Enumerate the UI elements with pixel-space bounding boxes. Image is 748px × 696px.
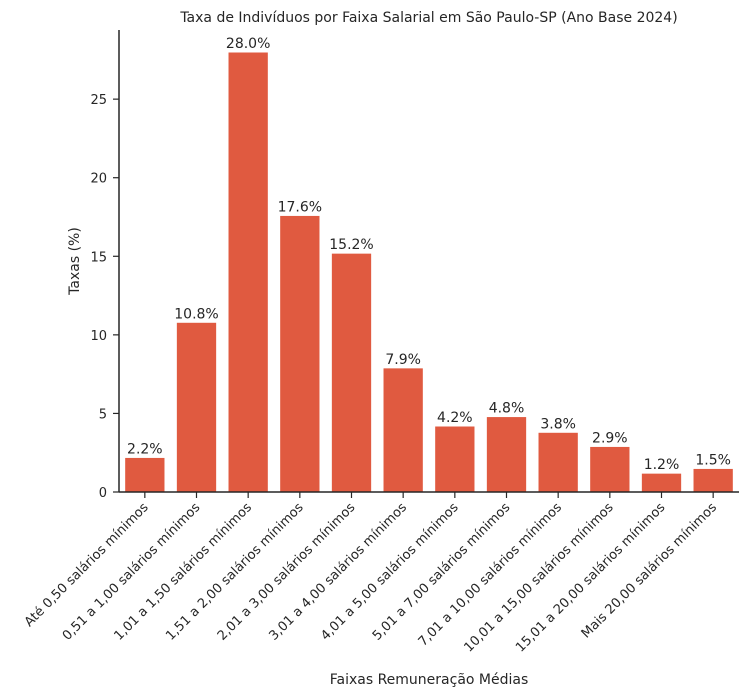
data-label-12: 1.5% [695,452,731,468]
bar-6 [382,367,424,493]
bar-7 [434,425,476,493]
bars-group [124,51,734,493]
data-label-11: 1.2% [644,457,680,473]
data-label-5: 15.2% [329,237,373,253]
bar-4 [279,214,321,493]
y-tick-label-2: 10 [90,329,107,344]
x-axis-label: Faixas Remuneração Médias [330,672,529,688]
data-label-8: 4.8% [489,401,525,417]
data-label-6: 7.9% [385,352,421,368]
bar-5 [330,252,373,493]
bar-8 [485,416,528,493]
bar-1 [124,456,166,493]
bar-12 [692,467,734,493]
bar-3 [227,51,269,493]
data-label-1: 2.2% [127,441,163,457]
bar-11 [640,472,683,493]
y-tick-label-5: 25 [90,93,107,108]
y-axis: 0 5 10 15 20 25 [90,93,119,501]
data-label-3: 28.0% [226,36,270,52]
y-tick-label-0: 0 [99,486,107,501]
y-tick-label-3: 15 [90,250,107,265]
y-tick-label-1: 5 [99,407,107,422]
data-label-4: 17.6% [278,199,322,215]
data-labels-group: 2.2% 10.8% 28.0% 17.6% 15.2% 7.9% 4.2% 4.8% 3.8%… [127,36,731,473]
y-tick-label-4: 20 [90,172,107,187]
data-label-9: 3.8% [540,416,576,432]
data-label-7: 4.2% [437,410,473,426]
bar-9 [537,431,579,493]
y-axis-label: Taxas (%) [67,227,83,296]
data-label-2: 10.8% [174,306,218,322]
bar-10 [589,445,631,493]
data-label-10: 2.9% [592,430,628,446]
bar-2 [175,321,218,493]
chart-title: Taxa de Indivíduos por Faixa Salarial em… [179,10,677,26]
